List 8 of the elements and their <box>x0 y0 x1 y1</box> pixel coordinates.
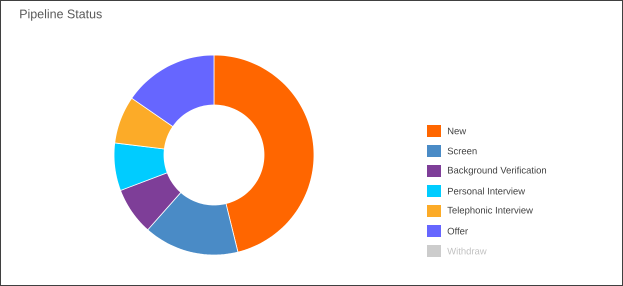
legend-label: Screen <box>448 148 477 154</box>
chart-title: Pipeline Status <box>20 9 102 21</box>
legend-label: Withdraw <box>447 248 487 254</box>
legend-label: Offer <box>448 228 468 234</box>
legend-label: Personal Interview <box>448 188 526 194</box>
legend-label: Telephonic Interview <box>447 206 533 216</box>
legend-label: Background Verification <box>448 166 546 176</box>
legend-label: New <box>448 128 466 134</box>
